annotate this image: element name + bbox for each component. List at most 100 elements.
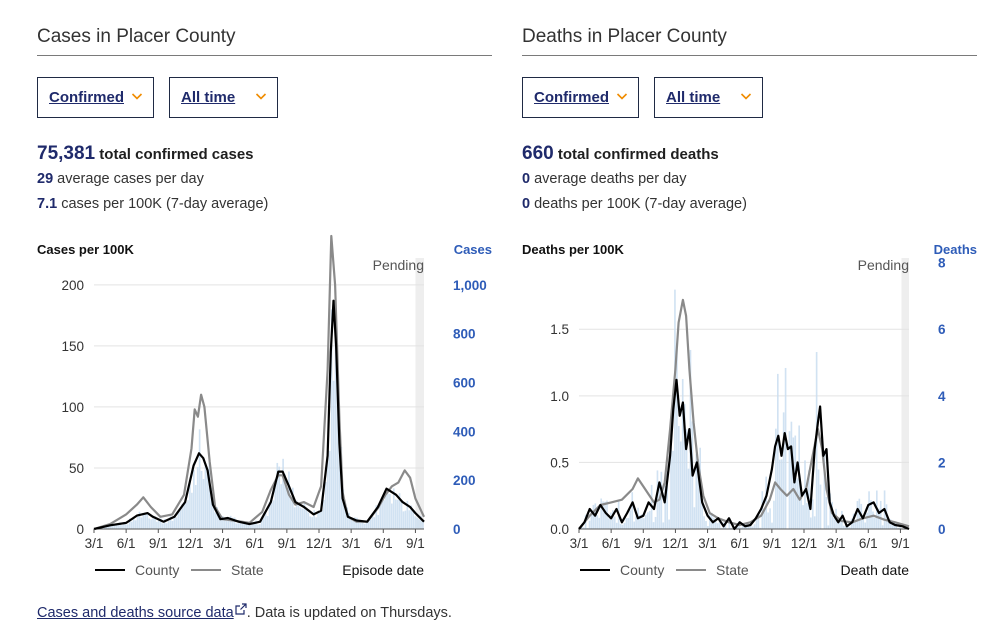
daily-bar — [257, 524, 259, 529]
daily-bar — [600, 498, 602, 529]
daily-bar — [777, 373, 779, 529]
daily-bar — [615, 522, 618, 529]
daily-bar — [227, 517, 230, 529]
daily-bar — [784, 367, 787, 529]
y-tick-label: 0.0 — [550, 522, 569, 537]
deaths-rate-label: deaths per 100K (7-day average) — [534, 196, 747, 212]
daily-bar — [218, 513, 220, 529]
daily-bar — [196, 467, 199, 529]
daily-bar — [866, 512, 868, 529]
daily-bar — [138, 511, 141, 529]
daily-bar — [359, 522, 362, 529]
daily-bar — [323, 499, 325, 529]
daily-bar — [319, 511, 321, 529]
death-type-dropdown[interactable]: Confirmed — [522, 77, 639, 118]
daily-bar — [231, 517, 234, 529]
daily-bar — [648, 510, 651, 529]
daily-bar — [233, 517, 236, 529]
daily-bar — [887, 518, 890, 529]
daily-bar — [703, 516, 705, 529]
source-data-link[interactable]: Cases and deaths source data — [37, 605, 234, 621]
y-tick-label: 1.0 — [550, 389, 569, 404]
daily-bar — [392, 488, 395, 529]
daily-bar — [676, 344, 678, 529]
panel-title: Cases in Placer County — [37, 26, 236, 47]
title-divider — [37, 55, 492, 56]
daily-bar — [307, 512, 310, 529]
daily-bar — [621, 524, 624, 529]
total-cases-label: total confirmed cases — [99, 146, 254, 163]
daily-bar — [394, 499, 397, 529]
case-type-dropdown-label: Confirmed — [49, 89, 124, 106]
daily-bar — [309, 516, 312, 529]
daily-bar — [247, 522, 249, 529]
daily-bar — [658, 483, 661, 529]
daily-bar — [773, 500, 775, 529]
daily-bar — [398, 493, 401, 529]
external-link-icon[interactable] — [235, 603, 247, 615]
time-range-dropdown[interactable]: All time — [169, 77, 278, 118]
total-cases-stat: 75,381 total confirmed cases — [37, 143, 254, 165]
daily-bar — [891, 522, 894, 529]
legend-county-label: County — [135, 562, 179, 578]
state-series-line — [578, 298, 910, 530]
daily-bar — [123, 522, 125, 529]
daily-bar — [115, 524, 117, 529]
daily-bar — [751, 526, 754, 529]
daily-bar — [239, 520, 242, 529]
daily-bar — [740, 527, 742, 529]
daily-bar — [856, 500, 859, 529]
case-type-dropdown[interactable]: Confirmed — [37, 77, 154, 118]
average-cases-label: average cases per day — [57, 171, 204, 187]
daily-bar — [243, 521, 246, 529]
footer-note: Cases and deaths source data . Data is up… — [37, 603, 452, 621]
daily-bar — [780, 459, 783, 529]
daily-bar — [629, 510, 632, 529]
x-tick-label: 12/1 — [177, 536, 203, 551]
daily-bar — [119, 522, 121, 529]
y-tick-label: 100 — [61, 400, 84, 415]
daily-bar — [870, 500, 872, 529]
deaths-rate-stat: 0 deaths per 100K (7-day average) — [522, 196, 747, 212]
daily-bar — [270, 502, 273, 529]
legend-state-label: State — [716, 562, 749, 578]
daily-bar — [295, 500, 298, 529]
time-range-dropdown[interactable]: All time — [654, 77, 763, 118]
daily-bar — [679, 441, 682, 529]
daily-bar — [810, 517, 812, 529]
daily-bar — [181, 503, 183, 529]
daily-bar — [771, 522, 773, 529]
daily-bar — [325, 482, 327, 529]
daily-bar — [259, 524, 261, 529]
daily-bar — [163, 519, 166, 529]
footer-suffix: . Data is updated on Thursdays. — [246, 605, 452, 621]
y2-tick-label: 2 — [938, 455, 946, 470]
daily-bar — [103, 526, 106, 529]
daily-bar — [709, 513, 711, 529]
daily-bar — [829, 493, 832, 529]
daily-bar — [664, 485, 667, 529]
x-axis-label: Death date — [841, 562, 910, 578]
daily-bar — [381, 500, 383, 529]
daily-bar — [418, 519, 420, 529]
daily-bar — [152, 518, 154, 529]
daily-bar — [260, 518, 263, 529]
daily-bar — [375, 505, 378, 529]
daily-bar — [761, 491, 764, 529]
daily-bar — [612, 510, 614, 529]
daily-bar — [107, 524, 110, 529]
cases-panel: Cases in Placer County Confirmed All tim… — [37, 0, 492, 600]
daily-bar — [697, 459, 700, 529]
daily-bar — [161, 523, 164, 529]
deaths-panel: Deaths in Placer County Confirmed All ti… — [522, 0, 977, 600]
y2-axis-label: Deaths — [934, 242, 977, 257]
daily-bar — [293, 507, 296, 529]
daily-bar — [596, 515, 599, 529]
chevron-down-icon — [616, 93, 628, 100]
county-series-line — [93, 299, 425, 531]
daily-bar — [311, 517, 314, 529]
daily-bar — [712, 517, 715, 529]
daily-bar — [385, 495, 387, 529]
daily-bar — [681, 378, 684, 529]
daily-bar — [412, 511, 414, 529]
